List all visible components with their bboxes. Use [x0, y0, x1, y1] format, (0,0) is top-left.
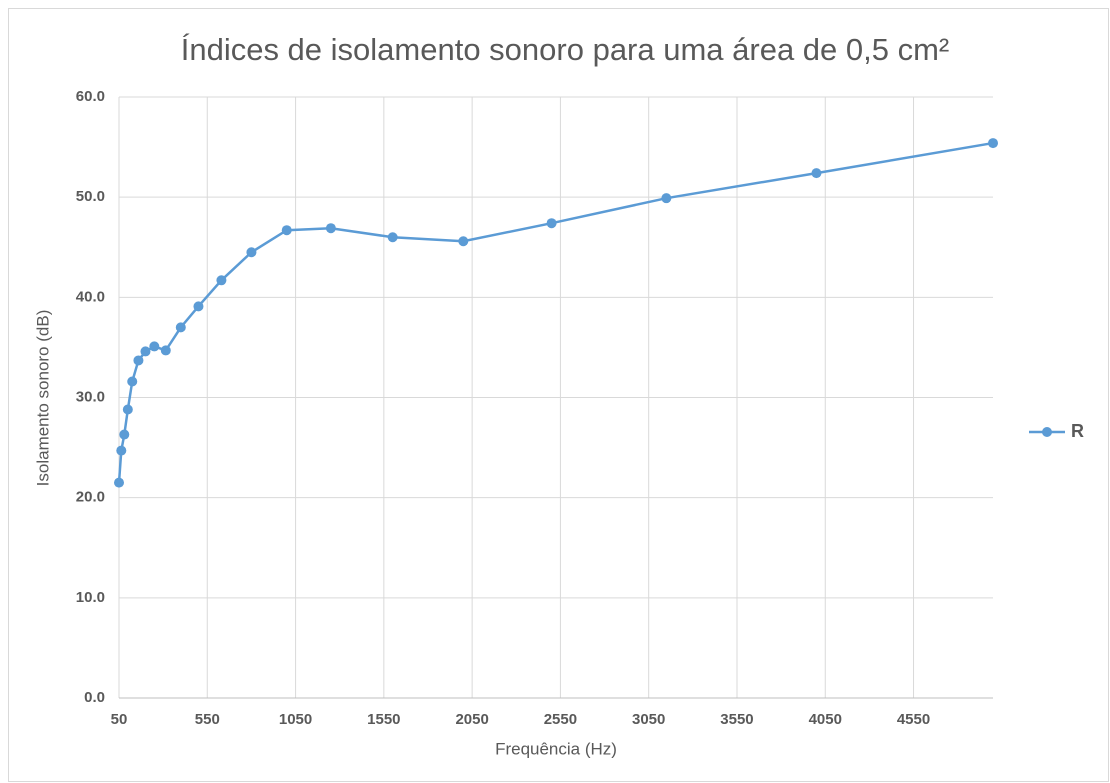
x-tick-label: 4550	[897, 711, 930, 728]
data-point	[127, 376, 138, 387]
y-tick-label: 10.0	[76, 589, 105, 606]
y-tick-label: 20.0	[76, 489, 105, 506]
data-point	[387, 232, 398, 243]
data-point	[193, 301, 204, 312]
data-point	[661, 193, 672, 204]
legend-marker	[1042, 427, 1052, 437]
data-point	[988, 138, 998, 149]
x-tick-label: 1550	[367, 711, 400, 728]
data-point	[119, 429, 130, 440]
data-point	[811, 168, 822, 179]
x-tick-label: 550	[195, 711, 220, 728]
data-point	[140, 346, 151, 357]
data-point	[458, 236, 469, 247]
chart-frame	[8, 8, 1109, 782]
data-point	[149, 341, 160, 352]
x-tick-label: 3550	[720, 711, 753, 728]
data-point	[175, 322, 186, 333]
data-point	[114, 477, 124, 488]
y-axis-label: Isolamento sonoro (dB)	[33, 310, 52, 487]
data-point	[546, 218, 557, 229]
data-point	[325, 223, 336, 234]
y-tick-label: 0.0	[84, 689, 105, 706]
chart-title: Índices de isolamento sonoro para uma ár…	[181, 32, 950, 67]
x-tick-label: 50	[111, 711, 128, 728]
data-point	[216, 275, 227, 286]
y-tick-label: 50.0	[76, 188, 105, 205]
y-tick-label: 30.0	[76, 388, 105, 405]
x-tick-label: 4050	[809, 711, 842, 728]
y-tick-label: 60.0	[76, 88, 105, 105]
x-tick-label: 2550	[544, 711, 577, 728]
data-point	[133, 355, 144, 366]
legend-label: R	[1071, 421, 1084, 441]
x-tick-label: 1050	[279, 711, 312, 728]
data-point	[281, 225, 292, 236]
data-point	[160, 345, 171, 356]
x-tick-label: 3050	[632, 711, 665, 728]
x-tick-label: 2050	[455, 711, 488, 728]
x-axis-label: Frequência (Hz)	[495, 739, 617, 758]
y-tick-label: 40.0	[76, 288, 105, 305]
data-point	[122, 404, 133, 415]
data-point	[246, 247, 257, 258]
data-point	[116, 445, 127, 456]
